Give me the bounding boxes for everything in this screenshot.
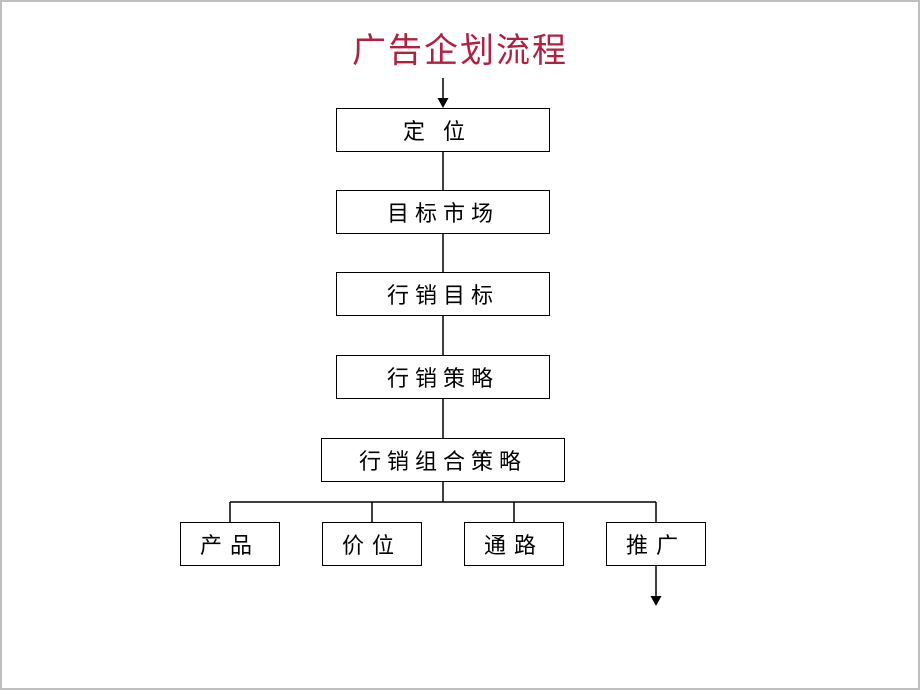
flow-node-n2-label: 目标市场 (387, 196, 499, 228)
page-title: 广告企划流程 (0, 23, 920, 72)
flow-node-b3: 通路 (464, 522, 564, 566)
flow-node-b4: 推广 (606, 522, 706, 566)
connector-layer (0, 0, 920, 690)
flow-node-n5-label: 行销组合策略 (359, 444, 527, 476)
flow-node-n5: 行销组合策略 (321, 438, 565, 482)
flow-node-n4: 行销策略 (336, 355, 550, 399)
flow-node-b1-label: 产品 (200, 528, 260, 560)
flow-node-n3: 行销目标 (336, 272, 550, 316)
flow-node-n1-label: 定位 (403, 114, 483, 146)
flow-node-n4-label: 行销策略 (387, 361, 499, 393)
flow-node-b3-label: 通路 (484, 528, 544, 560)
flow-node-b4-label: 推广 (626, 528, 686, 560)
flow-node-b1: 产品 (180, 522, 280, 566)
flow-node-b2: 价位 (322, 522, 422, 566)
flow-node-n3-label: 行销目标 (387, 278, 499, 310)
arrowhead-exit (651, 596, 662, 606)
flow-node-n2: 目标市场 (336, 190, 550, 234)
arrowhead-entry (438, 98, 449, 108)
flow-node-b2-label: 价位 (342, 528, 402, 560)
flow-node-n1: 定位 (336, 108, 550, 152)
